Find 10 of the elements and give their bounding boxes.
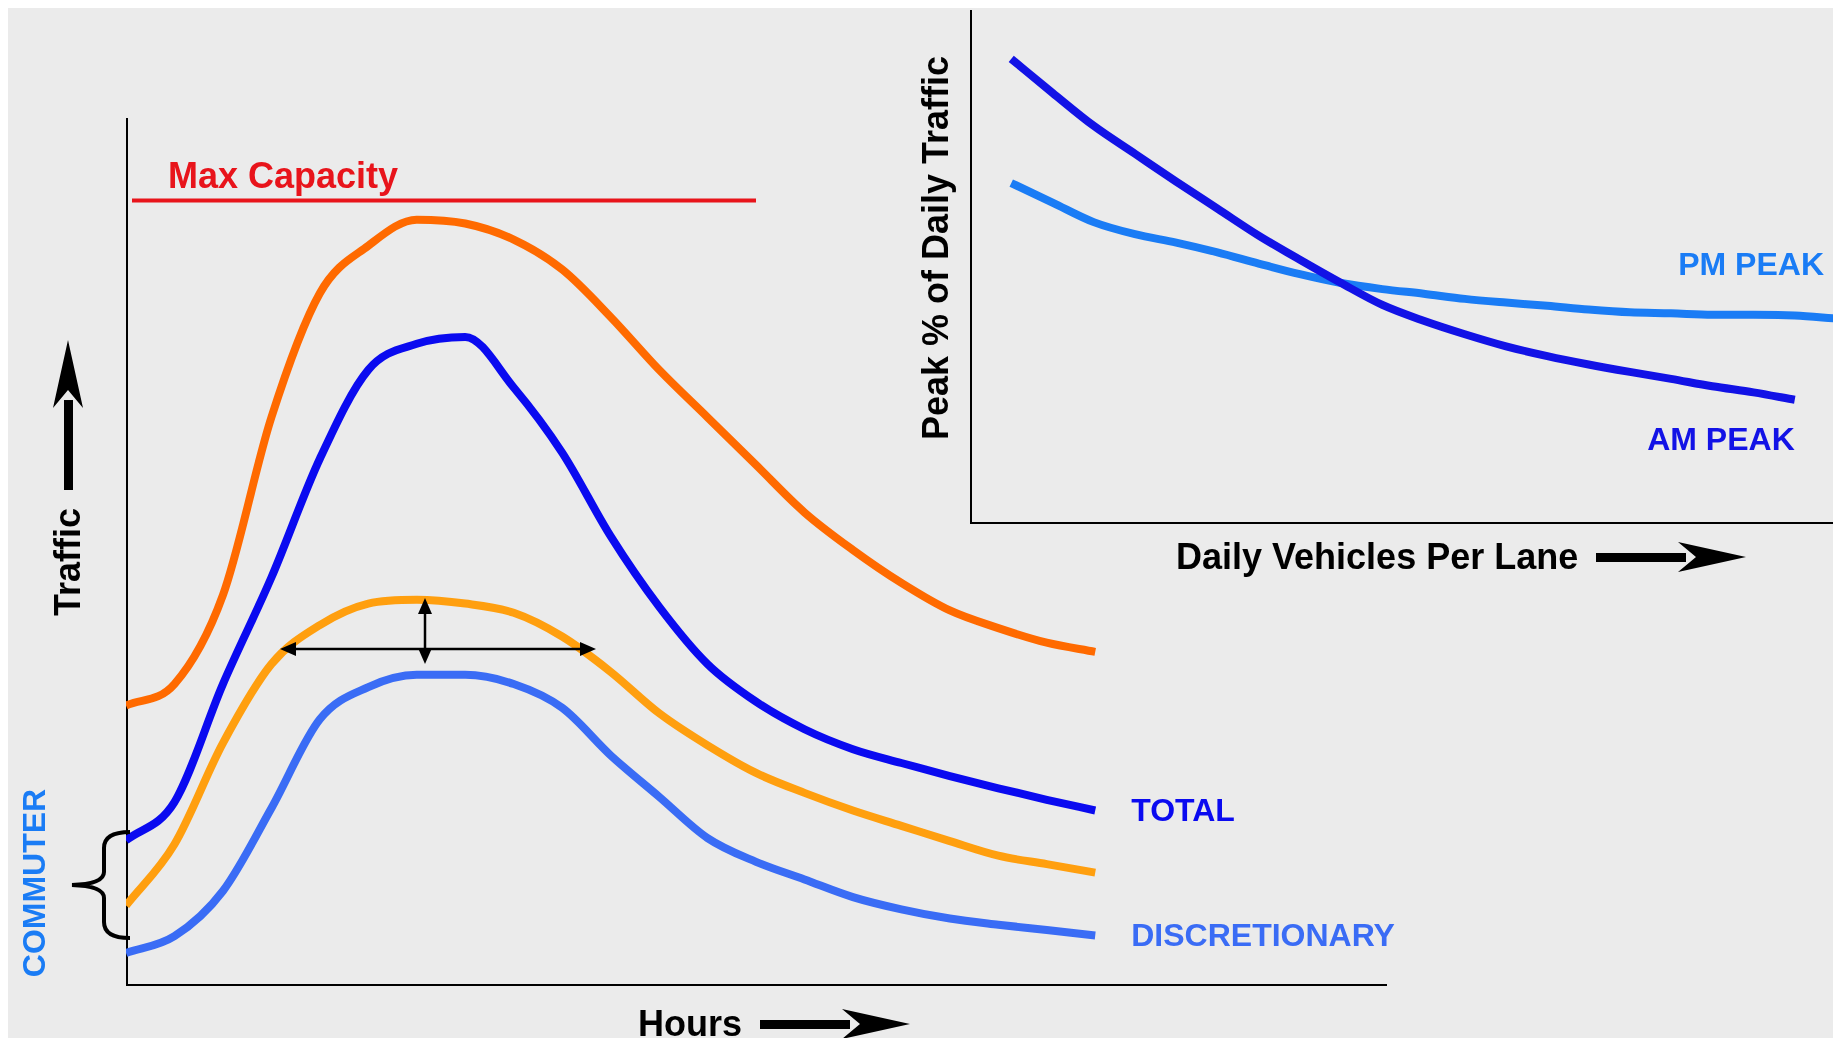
- series-label: TOTAL: [1131, 792, 1235, 829]
- series-label: DISCRETIONARY: [1131, 917, 1395, 954]
- ref-line-label: Max Capacity: [168, 155, 399, 197]
- y-axis-title: Peak % of Daily Traffic: [915, 55, 957, 441]
- y-axis-title: Traffic: [47, 507, 89, 617]
- text: COMMUTER: [15, 788, 53, 978]
- x-axis-title: Hours: [638, 1003, 743, 1040]
- series-label: PM PEAK: [1678, 246, 1824, 283]
- x-axis-title: Daily Vehicles Per Lane: [1176, 536, 1579, 578]
- series-label: AM PEAK: [1647, 420, 1795, 457]
